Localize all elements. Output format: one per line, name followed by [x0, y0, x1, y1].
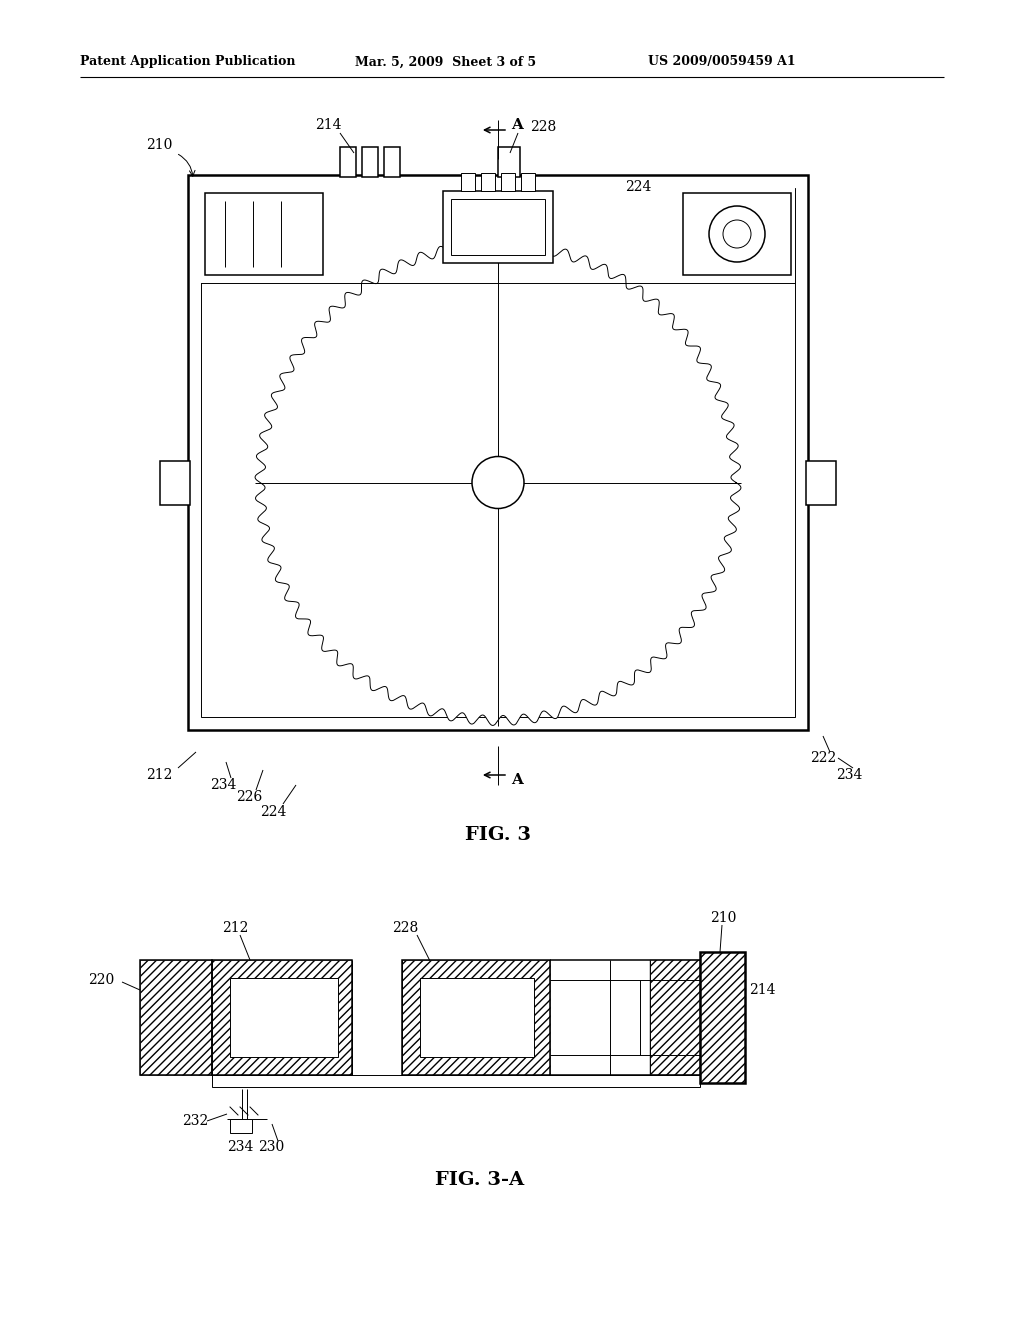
Bar: [352, 960, 402, 1074]
Bar: [160, 461, 190, 504]
Bar: [806, 461, 836, 504]
Bar: [230, 1119, 252, 1133]
Circle shape: [723, 220, 751, 248]
Bar: [362, 147, 378, 177]
Bar: [420, 978, 534, 1057]
Bar: [140, 960, 212, 1074]
Polygon shape: [255, 239, 741, 726]
Text: 228: 228: [392, 921, 418, 935]
Bar: [201, 187, 795, 282]
Text: 234: 234: [836, 768, 862, 781]
Circle shape: [709, 206, 765, 261]
Text: Mar. 5, 2009  Sheet 3 of 5: Mar. 5, 2009 Sheet 3 of 5: [355, 55, 537, 69]
Bar: [521, 173, 535, 191]
Text: 228: 228: [530, 120, 556, 135]
Text: A: A: [511, 774, 523, 787]
Text: A: A: [511, 117, 523, 132]
Text: 210: 210: [146, 139, 172, 152]
Text: 214: 214: [315, 117, 341, 132]
Bar: [481, 173, 495, 191]
Text: 230: 230: [258, 1140, 285, 1154]
Bar: [384, 147, 400, 177]
Bar: [212, 1074, 700, 1086]
Bar: [461, 173, 475, 191]
Text: 214: 214: [749, 983, 775, 997]
Text: 212: 212: [222, 921, 249, 935]
Bar: [205, 193, 323, 275]
Bar: [212, 960, 352, 1074]
Bar: [683, 193, 791, 275]
Text: 226: 226: [236, 789, 262, 804]
Bar: [188, 176, 808, 730]
Bar: [402, 960, 550, 1074]
Bar: [230, 978, 338, 1057]
Bar: [501, 173, 515, 191]
Text: 224: 224: [260, 805, 287, 818]
Bar: [212, 960, 352, 1074]
Circle shape: [472, 457, 524, 508]
Bar: [451, 199, 545, 255]
Bar: [498, 147, 520, 177]
Bar: [340, 147, 356, 177]
Text: 212: 212: [146, 768, 172, 781]
Bar: [201, 187, 795, 717]
Bar: [443, 191, 553, 263]
Text: 224: 224: [625, 180, 651, 194]
Bar: [650, 960, 700, 1074]
Text: 220: 220: [88, 973, 115, 987]
Text: Patent Application Publication: Patent Application Publication: [80, 55, 296, 69]
Bar: [402, 960, 550, 1074]
Text: US 2009/0059459 A1: US 2009/0059459 A1: [648, 55, 796, 69]
Text: 234: 234: [210, 777, 237, 792]
Bar: [700, 952, 745, 1082]
Bar: [140, 960, 212, 1074]
Text: 234: 234: [227, 1140, 253, 1154]
Bar: [140, 960, 820, 1074]
Text: FIG. 3-A: FIG. 3-A: [435, 1171, 524, 1189]
Text: 222: 222: [810, 751, 837, 766]
Text: 232: 232: [182, 1114, 208, 1129]
Bar: [700, 952, 745, 1082]
Text: 210: 210: [710, 911, 736, 925]
Text: FIG. 3: FIG. 3: [465, 826, 531, 843]
